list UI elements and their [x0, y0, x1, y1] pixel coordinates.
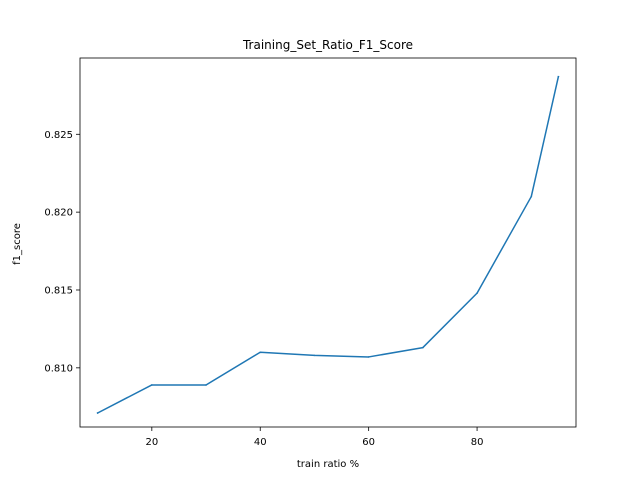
data-point [557, 75, 560, 78]
data-point [476, 292, 478, 294]
data-point [205, 384, 207, 386]
data-point [367, 356, 370, 358]
plot-area: 20 40 60 80 0.810 0.815 0.820 0.825 [44, 57, 577, 448]
data-point [96, 412, 99, 414]
x-tick-label: 40 [254, 437, 267, 448]
y-axis-label: f1_score [12, 223, 23, 265]
y-tick-label: 0.820 [44, 208, 73, 219]
data-point [151, 384, 153, 386]
data-point [259, 351, 262, 354]
x-axis-label: train ratio % [297, 459, 359, 470]
x-tick-label: 60 [362, 437, 375, 448]
y-tick-label: 0.815 [44, 285, 73, 296]
data-point [530, 195, 533, 198]
x-tick-label: 80 [471, 437, 484, 448]
axes-frame [79, 57, 577, 428]
data-point [422, 346, 424, 349]
x-tick-label: 20 [145, 437, 158, 448]
chart-title: Training_Set_Ratio_F1_Score [242, 38, 413, 52]
series-line [96, 75, 560, 415]
y-tick-label: 0.810 [44, 363, 73, 374]
data-point [313, 354, 316, 357]
y-tick-label: 0.825 [44, 130, 73, 141]
